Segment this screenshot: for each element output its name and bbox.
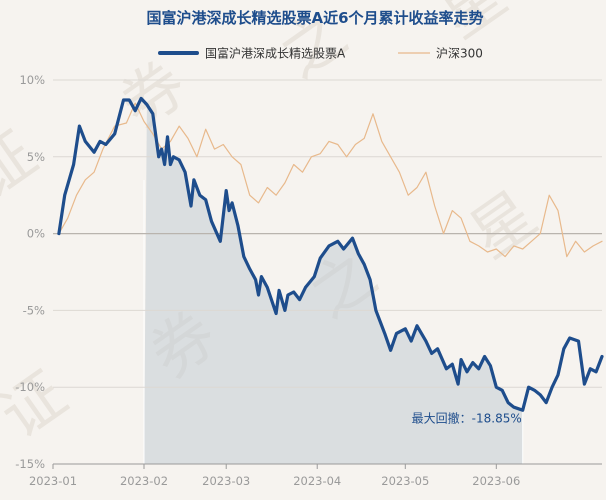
legend-label-fund: 国富沪港深成长精选股票A <box>205 46 346 61</box>
y-tick-label: 5% <box>27 150 45 164</box>
max-drawdown-label: 最大回撤：-18.85% <box>412 411 522 426</box>
x-tick-label: 2023-02 <box>120 474 168 488</box>
series-layer <box>57 96 604 412</box>
index-series-line <box>58 102 603 258</box>
x-tick-label: 2023-04 <box>293 474 341 488</box>
axis-layer: 10% 5% 0% -5% -10% -15% 2023-01 2023-02 2023-03 2… <box>15 73 602 488</box>
max-drawdown-area <box>144 104 523 464</box>
y-tick-label: -10% <box>15 380 45 394</box>
y-tick-label: -15% <box>15 457 45 471</box>
x-tick-label: 2023-01 <box>29 474 77 488</box>
x-tick-label: 2023-05 <box>381 474 429 488</box>
drawdown-layer <box>143 104 524 464</box>
fund-series-line <box>57 96 604 412</box>
watermark-glyph: 证 <box>0 117 49 212</box>
legend: 国富沪港深成长精选股票A 沪深300 <box>158 46 483 61</box>
legend-label-index: 沪深300 <box>436 47 483 61</box>
watermark-glyph: 证 <box>0 357 79 452</box>
x-tick-label: 2023-06 <box>472 474 520 488</box>
x-tick-label: 2023-03 <box>202 474 250 488</box>
y-tick-label: 0% <box>27 227 45 241</box>
y-tick-label: 10% <box>19 73 45 87</box>
y-tick-label: -5% <box>23 303 45 317</box>
chart-title: 国富沪港深成长精选股票A近6个月累计收益率走势 <box>146 9 483 27</box>
watermark-glyph: 星 <box>457 177 550 272</box>
